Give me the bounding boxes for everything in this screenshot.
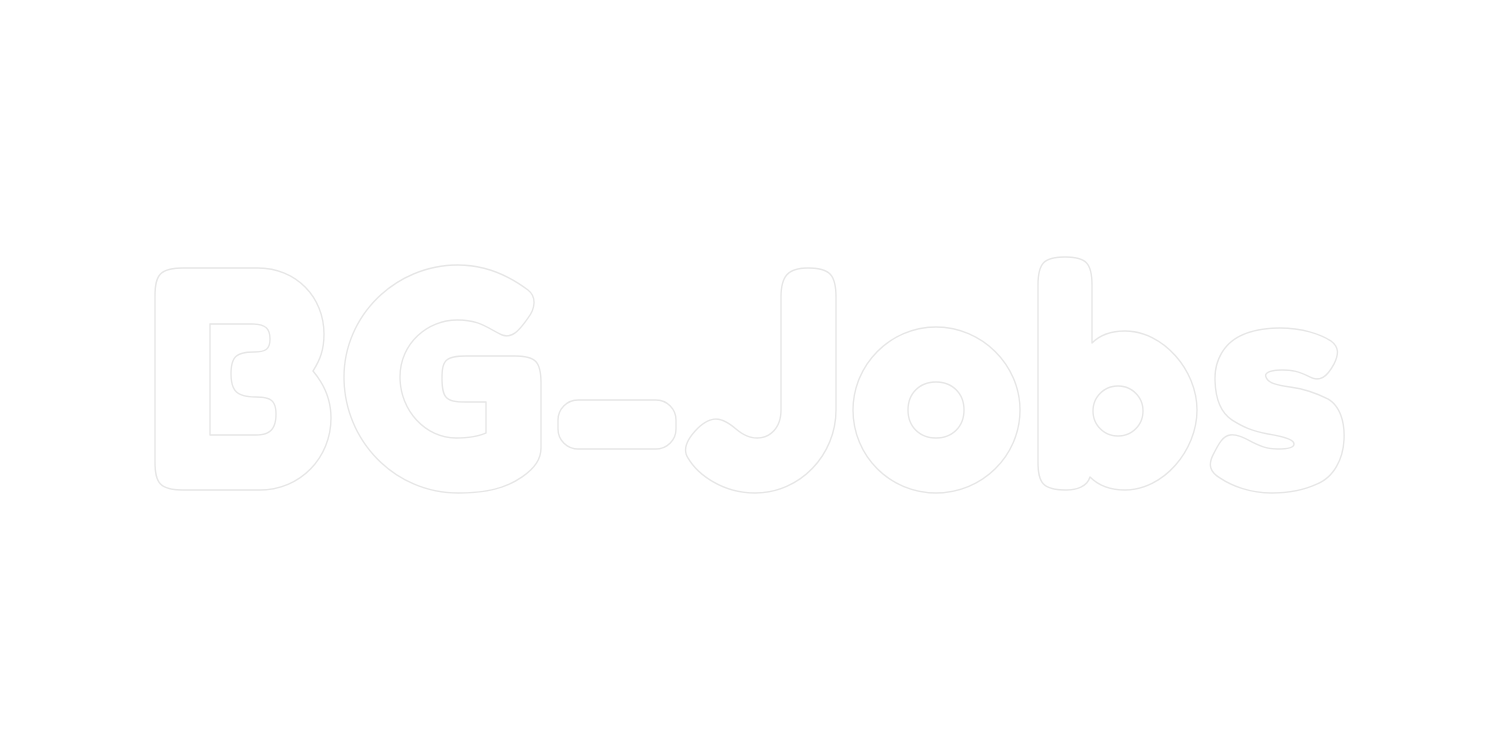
letter-s: [1209, 327, 1345, 494]
letter-j: [684, 267, 837, 494]
letter-b-lower: [1037, 256, 1198, 491]
letter-b: [154, 267, 332, 491]
hyphen: [557, 399, 677, 450]
letter-g: [343, 264, 542, 494]
letter-o: [852, 326, 1021, 494]
